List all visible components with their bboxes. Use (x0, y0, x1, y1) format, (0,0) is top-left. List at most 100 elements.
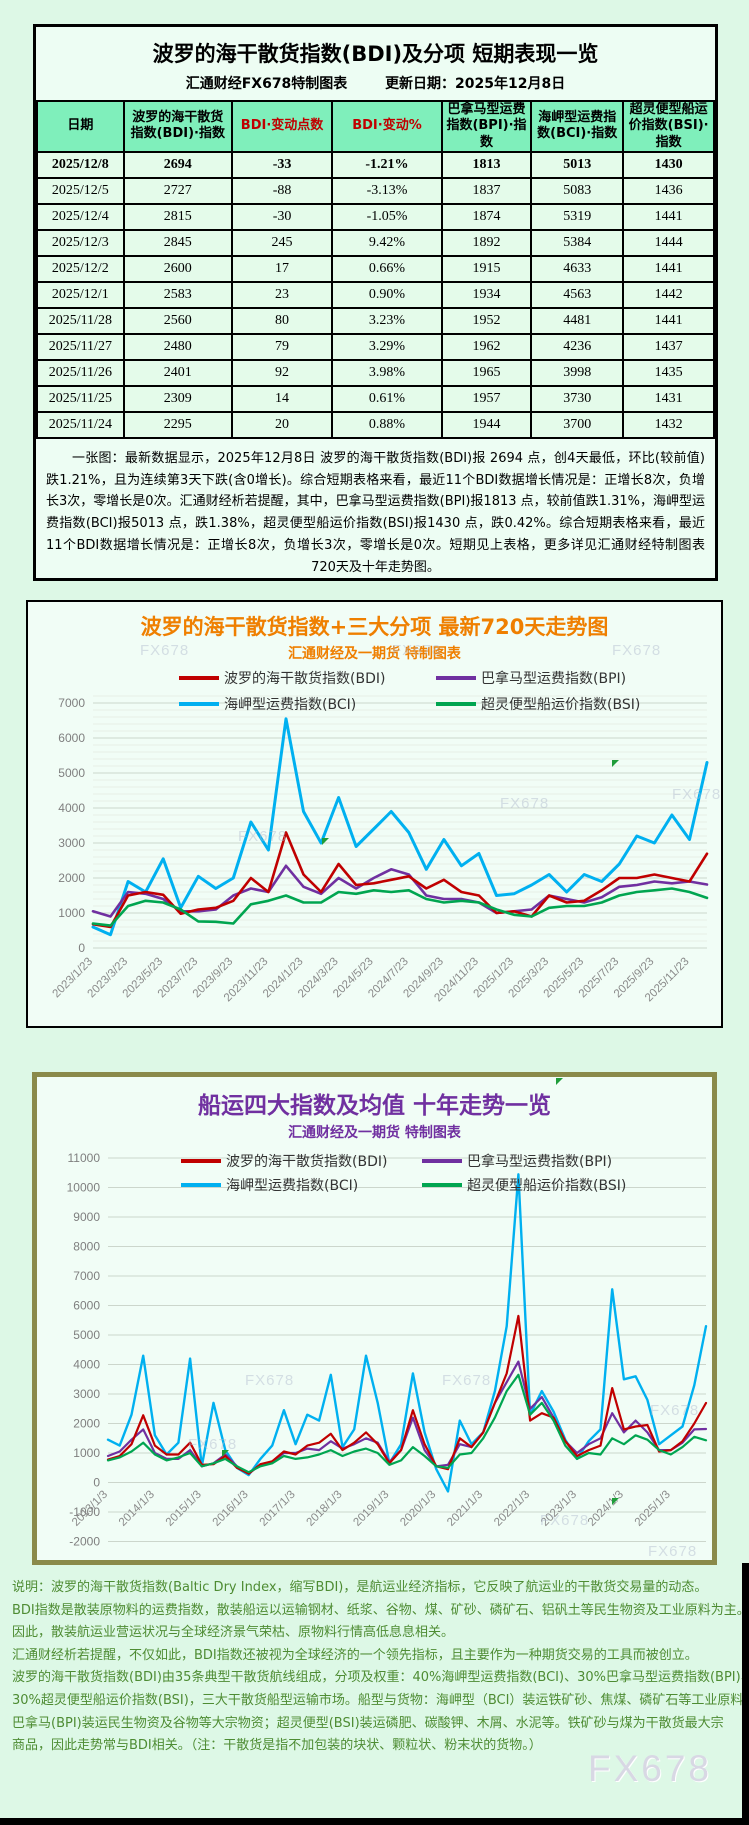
legend-line-swatch (179, 676, 219, 680)
footnote-block: 说明：波罗的海干散货指数(Baltic Dry Index，缩写BDI)，是航运… (12, 1577, 749, 1758)
table-col-header: 超灵便型船运价指数(BSI)·指数 (622, 100, 715, 153)
fx678-watermark-faint: FX678 (140, 642, 190, 659)
table-cell: 1892 (440, 228, 533, 257)
fx678-watermark-faint: FX678 (672, 786, 722, 803)
table-cell: 4481 (530, 306, 625, 335)
svg-text:2020/1/3: 2020/1/3 (398, 1489, 438, 1529)
footnote-line: BDI指数是散装原物料的运费指数，散装船运以运输钢材、纸浆、谷物、煤、矿砂、磷矿… (12, 1602, 749, 1618)
fx678-watermark-faint: FX678 (500, 795, 550, 812)
svg-text:2019/1/3: 2019/1/3 (351, 1489, 391, 1529)
fx678-watermark-faint: FX678 (442, 1372, 492, 1389)
table-cell: 2025/12/1 (36, 280, 125, 309)
right-edge-bar (742, 1563, 749, 1825)
table-cell: 1944 (440, 410, 533, 439)
footnote-line: 30%超灵便型船运价指数(BSI)，三大干散货船型运输市场。船型与货物：海岬型（… (12, 1692, 749, 1708)
table-cell: 1441 (622, 306, 715, 335)
table-cell: 80 (230, 306, 334, 335)
legend-line-swatch (181, 1183, 221, 1187)
comment-marker-icon (322, 838, 329, 845)
footnote-line: 商品，因此走势常与BDI相关。（注：干散货是指不加包装的块状、颗粒状、粉末状的货… (12, 1738, 542, 1754)
table-col-header: 海岬型运费指数(BCI)·指数 (530, 100, 625, 153)
table-cell: 4563 (530, 280, 625, 309)
table-col-header: BDI·变动% (331, 100, 443, 153)
svg-text:2015/1/3: 2015/1/3 (164, 1489, 204, 1529)
table-cell: 5384 (530, 228, 625, 257)
table-row: 2025/12/1 2583 23 0.90% 1934 4563 1442 (36, 280, 715, 309)
table-cell: 1431 (622, 384, 715, 413)
footnote-line: 因此，散装航运业营运状况与全球经济景气荣枯、原物料行情高低息息相关。 (12, 1625, 455, 1641)
table-row: 2025/11/24 2295 20 0.88% 1944 3700 1432 (36, 410, 715, 439)
table-cell: 0.88% (331, 410, 443, 439)
svg-text:11000: 11000 (68, 1151, 101, 1165)
table-cell: 92 (230, 358, 334, 387)
short-term-table-panel: 波罗的海干散货指数(BDI)及分项 短期表现一览 汇通财经FX678特制图表 更… (33, 24, 718, 581)
legend-item: 超灵便型船运价指数(BSI) (436, 694, 640, 714)
table-cell: 1952 (440, 306, 533, 335)
svg-text:7000: 7000 (58, 696, 85, 710)
table-row: 2025/11/26 2401 92 3.98% 1965 3998 1435 (36, 358, 715, 387)
table-cell: 2401 (122, 358, 233, 387)
table-cell: 3.98% (331, 358, 443, 387)
svg-text:2021/1/3: 2021/1/3 (445, 1489, 485, 1529)
table-cell: 1837 (440, 176, 533, 205)
svg-text:3000: 3000 (73, 1387, 100, 1401)
svg-text:1000: 1000 (73, 1446, 100, 1460)
table-cell: 2025/11/24 (36, 410, 125, 439)
table-cell: -1.05% (331, 202, 443, 231)
legend-line-swatch (422, 1159, 462, 1163)
legend-label: 巴拿马型运费指数(BPI) (467, 1154, 613, 1170)
table-cell: 2025/12/5 (36, 176, 125, 205)
table-cell: 4633 (530, 254, 625, 283)
table-cell: -33 (230, 150, 334, 179)
table-cell: 9.42% (331, 228, 443, 257)
svg-text:-2000: -2000 (69, 1535, 100, 1549)
table-cell: 2583 (122, 280, 233, 309)
footnote-line: 波罗的海干散货指数(BDI)由35条典型干散货航线组成，分项及权重：40%海岬型… (12, 1670, 749, 1686)
fx678-watermark-faint: FX678 (612, 642, 662, 659)
legend-line-swatch (436, 676, 476, 680)
table-cell: 1813 (440, 150, 533, 179)
table-cell: 2025/12/8 (36, 150, 125, 179)
table-cell: 3.23% (331, 306, 443, 335)
legend-line-swatch (181, 1159, 221, 1163)
footnote-line: 说明：波罗的海干散货指数(Baltic Dry Index，缩写BDI)，是航运… (12, 1580, 708, 1595)
table-cell: 1965 (440, 358, 533, 387)
fx678-watermark-faint: FX678 (650, 1402, 700, 1419)
svg-text:2022/1/3: 2022/1/3 (492, 1489, 532, 1529)
table-cell: 3998 (530, 358, 625, 387)
legend-label: 巴拿马型运费指数(BPI) (481, 671, 627, 687)
svg-text:2017/1/3: 2017/1/3 (258, 1489, 298, 1529)
table-cell: 2309 (122, 384, 233, 413)
table-cell: 20 (230, 410, 334, 439)
svg-text:2024/1/3: 2024/1/3 (586, 1489, 626, 1529)
chart2-subtitle: 汇通财经及一期货 特制图表 (288, 1125, 461, 1141)
table-cell: 1437 (622, 332, 715, 361)
table-cell: 3.29% (331, 332, 443, 361)
table-row: 2025/12/5 2727 -88 -3.13% 1837 5083 1436 (36, 176, 715, 205)
table-cell: 2025/12/3 (36, 228, 125, 257)
table-cell: 1874 (440, 202, 533, 231)
table-cell: 0.90% (331, 280, 443, 309)
legend-label: 海岬型运费指数(BCI) (224, 697, 357, 713)
svg-text:2000: 2000 (73, 1417, 100, 1431)
svg-text:2014/1/3: 2014/1/3 (117, 1489, 157, 1529)
fx678-watermark-faint: FX678 (540, 1512, 590, 1529)
legend-item: 波罗的海干散货指数(BDI) (181, 1151, 387, 1171)
table-cell: 0.66% (331, 254, 443, 283)
table-cell: -30 (230, 202, 334, 231)
chart2-title: 船运四大指数及均值 十年走势一览 (197, 1093, 551, 1119)
fx678-watermark-faint: FX678 (245, 1372, 295, 1389)
svg-text:3000: 3000 (58, 836, 85, 850)
table-cell: 1441 (622, 202, 715, 231)
chart-720day-svg: 010002000300040005000600070002023/1/2320… (50, 695, 709, 1004)
table-cell: 245 (230, 228, 334, 257)
svg-text:-1000: -1000 (69, 1505, 100, 1519)
table-cell: 1444 (622, 228, 715, 257)
bottom-edge-bar (0, 1818, 749, 1825)
table-cell: 3700 (530, 410, 625, 439)
svg-text:2016/1/3: 2016/1/3 (211, 1489, 251, 1529)
table-header-row: 日期 波罗的海干散货指数(BDI)·指数 BDI·变动点数 BDI·变动% 巴拿马型运费… (36, 100, 715, 153)
svg-text:5000: 5000 (58, 766, 85, 780)
table-cell: 2025/12/2 (36, 254, 125, 283)
